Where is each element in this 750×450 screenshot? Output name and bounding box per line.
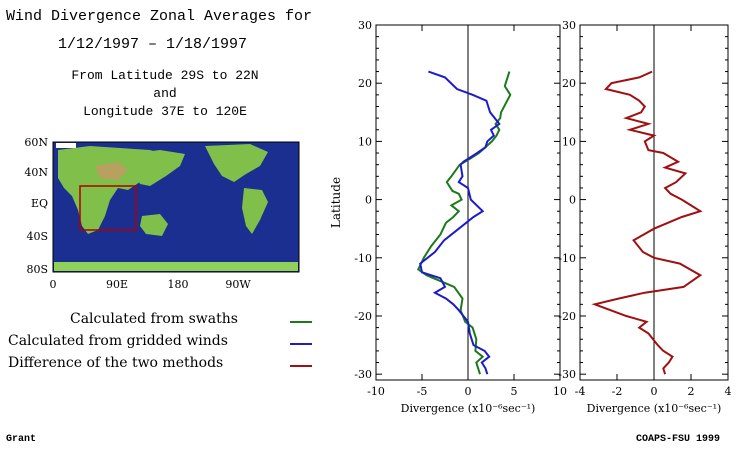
arctic-ice bbox=[56, 143, 76, 148]
y-tick-label: 0 bbox=[365, 194, 372, 207]
legend-item-difference: Difference of the two methods bbox=[8, 355, 223, 371]
map-lat-label: 80S bbox=[26, 263, 48, 276]
landmass-north-america bbox=[205, 144, 268, 182]
map-lon-label: 180 bbox=[168, 278, 189, 291]
map-lat-label: EQ bbox=[31, 197, 48, 210]
footer-author: Grant bbox=[6, 434, 37, 445]
y-tick-label: 10 bbox=[358, 135, 372, 148]
y-tick-label: -30 bbox=[354, 368, 372, 381]
x-tick-label: 2 bbox=[688, 385, 695, 398]
y-tick-label: -10 bbox=[558, 252, 576, 265]
series-line-1-2 bbox=[419, 70, 501, 375]
legend-swatch-difference bbox=[290, 365, 312, 367]
footer-credit: COAPS-FSU 1999 bbox=[636, 434, 721, 445]
map-lon-label: 0 bbox=[50, 278, 57, 291]
map-lon-labels: 0 90E 180 90W bbox=[50, 278, 252, 291]
legend-item-gridded: Calculated from gridded winds bbox=[8, 333, 228, 349]
chart-title: Wind Divergence Zonal Averages for bbox=[6, 8, 313, 25]
x-tick-label: 4 bbox=[725, 385, 732, 398]
date-range: 1/12/1997 – 1/18/1997 bbox=[58, 36, 248, 53]
x-tick-label: -2 bbox=[612, 385, 623, 398]
series-line-1-1 bbox=[417, 71, 512, 375]
x-axis-label: Divergence (x10⁻⁶sec⁻¹) bbox=[401, 402, 536, 415]
landmass-south-america bbox=[242, 188, 268, 234]
map-lat-label: 40N bbox=[24, 166, 48, 179]
legend-label-difference: Difference of the two methods bbox=[8, 355, 224, 371]
map-lon-label: 90W bbox=[225, 278, 251, 291]
legend-item-swaths: Calculated from swaths bbox=[70, 311, 238, 327]
y-tick-label: 0 bbox=[569, 194, 576, 207]
y-tick-label: 20 bbox=[358, 77, 372, 90]
landmass-australia bbox=[140, 214, 168, 236]
map-lon-label: 90E bbox=[106, 278, 128, 291]
chart-panel-1: -30 -20 -10 0 10 20 30 -10 -5 0 5 10 Divergence (x10… bbox=[329, 19, 567, 415]
map-lat-label: 60N bbox=[24, 136, 48, 149]
x-axis-label: Divergence (x10⁻⁶sec⁻¹) bbox=[587, 402, 722, 415]
y-tick-label: -20 bbox=[354, 310, 372, 323]
map-lat-label: 40S bbox=[26, 230, 48, 243]
x-tick-label: -4 bbox=[575, 385, 586, 398]
y-tick-label: -10 bbox=[354, 252, 372, 265]
x-tick-label: 0 bbox=[465, 385, 472, 398]
y-tick-label: 10 bbox=[562, 135, 576, 148]
legend-swatch-swaths bbox=[290, 321, 312, 323]
legend-label-gridded: Calculated from gridded winds bbox=[8, 333, 228, 349]
region-latitude: From Latitude 29S to 22N bbox=[71, 68, 259, 83]
y-tick-label: -20 bbox=[558, 310, 576, 323]
x-tick-label: 10 bbox=[553, 385, 567, 398]
y-tick-label: 30 bbox=[358, 19, 372, 32]
x-tick-label: 0 bbox=[651, 385, 658, 398]
region-and: and bbox=[153, 86, 177, 101]
x-tick-label: -5 bbox=[417, 385, 428, 398]
landmass-desert bbox=[95, 162, 128, 180]
legend-swatch-gridded bbox=[290, 343, 312, 345]
landmass-antarctica bbox=[54, 262, 298, 271]
y-tick-label: 20 bbox=[562, 77, 576, 90]
series-line-2-1 bbox=[591, 70, 703, 375]
x-tick-label: 5 bbox=[511, 385, 518, 398]
y-tick-label: -30 bbox=[558, 368, 576, 381]
study-region-box bbox=[79, 185, 137, 231]
map-lat-labels: 60N 40N EQ 40S 80S bbox=[24, 136, 48, 276]
world-map: 60N 40N EQ 40S 80S 0 90E 180 90W bbox=[24, 136, 300, 291]
region-longitude: Longitude 37E to 120E bbox=[83, 104, 247, 119]
legend-label-swaths: Calculated from swaths bbox=[70, 311, 238, 327]
landmass-asia bbox=[128, 150, 185, 186]
y-tick-label: 30 bbox=[562, 19, 576, 32]
x-tick-label: -10 bbox=[367, 385, 385, 398]
y-axis-label: Latitude bbox=[329, 177, 343, 228]
